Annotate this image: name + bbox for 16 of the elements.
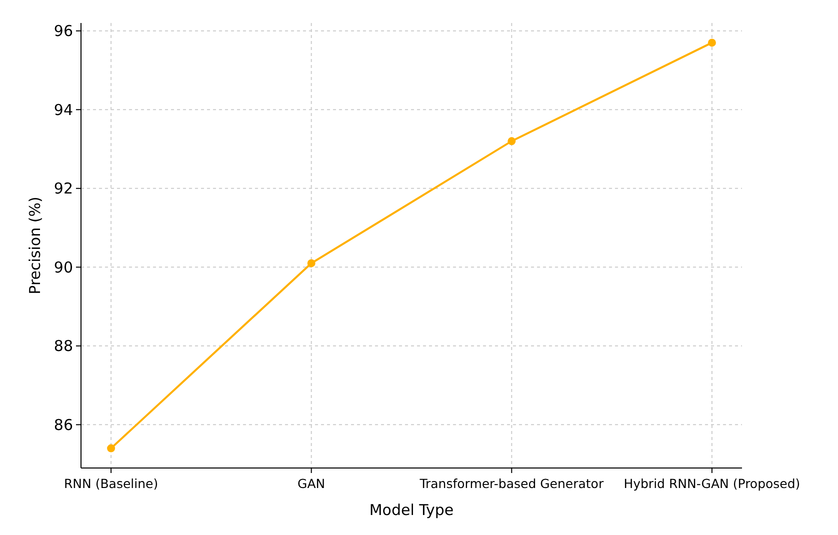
point	[708, 38, 716, 47]
point	[107, 444, 116, 452]
point	[307, 259, 316, 268]
y-tick-label: 96	[54, 22, 73, 40]
x-axis-title: Model Type	[369, 501, 454, 519]
y-axis-title: Precision (%)	[26, 196, 44, 294]
x-tick-label: Hybrid RNN-GAN (Proposed)	[624, 476, 800, 491]
x-tick-label: RNN (Baseline)	[64, 476, 158, 491]
y-tick-label: 86	[54, 416, 73, 434]
y-tick-label: 92	[54, 180, 73, 198]
y-tick-label: 94	[54, 100, 73, 119]
x-tick-label: GAN	[298, 476, 326, 491]
point	[508, 137, 516, 146]
x-tick-label: Transformer-based Generator	[418, 476, 604, 491]
y-tick-label: 90	[54, 258, 73, 276]
y-tick-label: 88	[54, 337, 73, 356]
